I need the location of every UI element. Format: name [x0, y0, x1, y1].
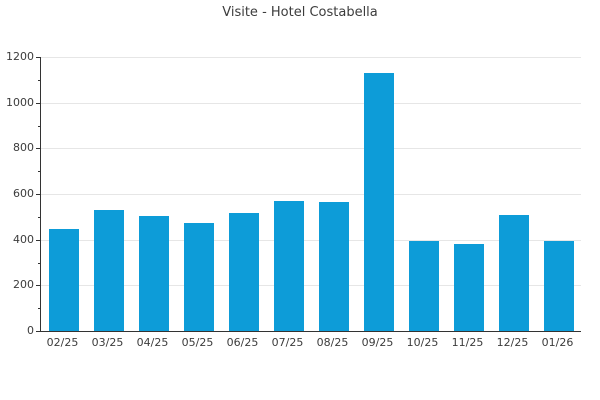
y-tick-label-600: 600: [13, 187, 34, 200]
y-tick-label-400: 400: [13, 232, 34, 246]
plot-area: [36, 57, 581, 332]
x-axis-labels: 02/25 03/25 04/25 05/25 06/25 07/25 08/25 09/25…: [40, 336, 580, 352]
bar-10/25: [408, 240, 439, 331]
bar-03/25: [93, 209, 124, 331]
bar-06/25: [228, 213, 259, 331]
gridline-y-600: [41, 194, 581, 195]
y-minor-tick-1100: [38, 79, 40, 81]
bar-07/25: [273, 200, 304, 331]
y-axis-labels: 0 200 400 600 800 1000 1200: [0, 51, 34, 337]
gridline-y-1200: [41, 57, 581, 58]
y-minor-tick-300: [38, 262, 40, 264]
bar-11/25: [453, 244, 484, 331]
y-tick-label-200: 200: [13, 278, 34, 292]
gridline-y-800: [41, 148, 581, 150]
chart-title: Visite - Hotel Costabella: [222, 5, 378, 20]
bar-01/26: [543, 240, 574, 331]
x-tick-label-07/25: 07/25: [271, 336, 304, 349]
y-minor-tick-900: [38, 125, 40, 127]
y-major-tick-600: [36, 194, 40, 195]
gridline-y-400: [41, 239, 581, 241]
x-tick-label-01/26: 01/26: [541, 336, 574, 349]
x-tick-label-08/25: 08/25: [316, 336, 349, 349]
y-minor-tick-500: [38, 216, 40, 218]
y-minor-tick-100: [38, 308, 40, 310]
bar-05/25: [183, 222, 214, 331]
x-tick-label-03/25: 03/25: [91, 336, 124, 349]
y-tick-label-800: 800: [13, 141, 34, 155]
y-major-tick-800: [36, 148, 40, 150]
bar-09/25: [363, 72, 394, 331]
x-tick-label-11/25: 11/25: [451, 336, 484, 349]
bar-08/25: [318, 202, 349, 331]
x-tick-label-10/25: 10/25: [406, 336, 439, 349]
y-major-tick-1000: [36, 102, 40, 104]
y-minor-tick-700: [38, 171, 40, 173]
y-tick-label-1200: 1200: [6, 50, 34, 63]
y-major-tick-400: [36, 239, 40, 241]
x-tick-label-04/25: 04/25: [136, 336, 169, 349]
gridline-y-1000: [41, 102, 581, 104]
x-tick-label-02/25: 02/25: [46, 336, 79, 349]
x-tick-label-06/25: 06/25: [226, 336, 259, 349]
y-tick-label-0: 0: [27, 324, 34, 337]
x-tick-label-09/25: 09/25: [361, 336, 394, 349]
y-major-tick-1200: [36, 57, 40, 58]
gridline-y-200: [41, 285, 581, 287]
x-tick-label-12/25: 12/25: [496, 336, 529, 349]
x-tick-label-05/25: 05/25: [181, 336, 214, 349]
y-major-tick-0: [36, 331, 40, 332]
bar-02/25: [48, 229, 79, 331]
y-tick-label-1000: 1000: [6, 95, 34, 109]
bar-12/25: [498, 214, 529, 331]
bar-04/25: [138, 215, 169, 331]
y-major-tick-200: [36, 285, 40, 287]
